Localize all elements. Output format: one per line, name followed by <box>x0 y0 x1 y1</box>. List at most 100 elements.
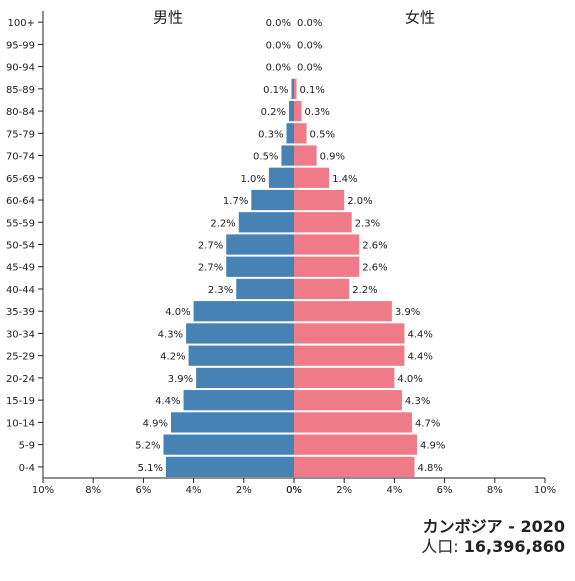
age-group-label: 55-59 <box>6 218 35 229</box>
female-value-label: 0.1% <box>300 85 325 96</box>
male-bar <box>186 323 294 344</box>
male-bar <box>291 78 294 99</box>
female-value-label: 4.4% <box>407 329 432 340</box>
female-bar <box>294 145 317 166</box>
male-bar <box>238 212 294 233</box>
age-group-label: 30-34 <box>6 329 35 340</box>
x-tick-label-female-side: 4% <box>386 485 402 496</box>
female-bar <box>294 412 412 433</box>
female-value-label: 4.0% <box>397 374 422 385</box>
male-bar <box>251 189 294 211</box>
female-value-label: 4.4% <box>407 352 432 363</box>
age-group-label: 90-94 <box>6 63 35 74</box>
male-bar <box>236 278 294 300</box>
male-value-label: 0.0% <box>266 40 291 51</box>
male-value-label: 0.2% <box>261 107 286 118</box>
male-value-label: 3.9% <box>168 374 193 385</box>
female-value-label: 0.9% <box>320 152 345 163</box>
male-value-label: 4.4% <box>155 396 180 407</box>
male-bar <box>183 390 294 411</box>
male-value-label: 2.7% <box>198 241 223 252</box>
female-bar <box>294 390 402 411</box>
x-tick-label-male-side: 6% <box>135 485 151 496</box>
male-value-label: 2.2% <box>210 218 235 229</box>
female-value-label: 0.0% <box>297 40 322 51</box>
male-value-label: 4.9% <box>143 418 168 429</box>
female-bar <box>294 256 360 277</box>
female-value-label: 2.0% <box>347 196 372 207</box>
female-value-label: 4.9% <box>420 441 445 452</box>
age-group-label: 95-99 <box>6 40 35 51</box>
age-group-label: 0-4 <box>19 463 35 474</box>
female-bar <box>294 123 307 144</box>
male-value-label: 5.1% <box>138 463 163 474</box>
x-tick-label-male-side: 4% <box>186 485 202 496</box>
female-bar <box>294 301 392 322</box>
female-bar <box>294 100 302 122</box>
female-bar <box>294 212 352 233</box>
male-bar <box>193 301 294 322</box>
age-group-label: 70-74 <box>6 152 35 163</box>
male-value-label: 0.0% <box>266 18 291 29</box>
age-group-label: 80-84 <box>6 107 35 118</box>
male-value-label: 0.5% <box>253 152 278 163</box>
male-value-label: 5.2% <box>135 441 160 452</box>
x-tick-label-female-side: 0% <box>286 485 302 496</box>
female-value-label: 2.6% <box>362 241 387 252</box>
x-tick-label-male-side: 0% <box>286 485 302 496</box>
male-bar <box>188 345 294 366</box>
male-bar <box>165 456 294 477</box>
female-value-label: 4.7% <box>415 418 440 429</box>
age-group-label: 50-54 <box>6 241 35 252</box>
x-tick-label-male-side: 8% <box>85 485 101 496</box>
female-value-label: 1.4% <box>332 174 357 185</box>
age-group-label: 100+ <box>8 18 35 29</box>
female-value-label: 2.3% <box>355 218 380 229</box>
female-bar <box>294 345 405 366</box>
male-value-label: 0.3% <box>258 129 283 140</box>
age-group-label: 5-9 <box>19 441 35 452</box>
female-value-label: 0.3% <box>305 107 330 118</box>
population-value: 16,396,860 <box>463 537 565 556</box>
female-value-label: 2.2% <box>352 285 377 296</box>
male-bar <box>288 100 294 122</box>
male-value-label: 0.1% <box>263 85 288 96</box>
age-group-label: 65-69 <box>6 174 35 185</box>
female-bar <box>294 278 350 300</box>
male-value-label: 4.3% <box>158 329 183 340</box>
male-value-label: 1.0% <box>240 174 265 185</box>
population-pyramid-chart: 5.1% 4.8% 0-4 5.2% 4.9% 5-9 4.9% 4.7% 10-14 4.4% 4… <box>6 9 556 497</box>
population-label: 人口: <box>421 537 459 556</box>
female-bar <box>294 234 360 255</box>
female-bar <box>294 189 345 211</box>
age-group-label: 25-29 <box>6 352 35 363</box>
x-tick-label-male-side: 2% <box>236 485 252 496</box>
x-tick-label-male-side: 10% <box>32 485 54 496</box>
male-value-label: 1.7% <box>223 196 248 207</box>
female-value-label: 2.6% <box>362 263 387 274</box>
country-name: カンボジア <box>422 517 503 536</box>
population-line: 人口: 16,396,860 <box>421 533 565 557</box>
female-value-label: 4.3% <box>405 396 430 407</box>
male-value-label: 2.3% <box>208 285 233 296</box>
female-bar <box>294 434 417 455</box>
age-group-label: 10-14 <box>6 418 35 429</box>
female-value-label: 0.0% <box>297 18 322 29</box>
x-tick-label-female-side: 6% <box>437 485 453 496</box>
female-bar <box>294 167 330 188</box>
age-group-label: 75-79 <box>6 129 35 140</box>
female-bar <box>294 367 395 389</box>
female-value-label: 0.0% <box>297 63 322 74</box>
female-value-label: 3.9% <box>395 307 420 318</box>
x-tick-label-female-side: 2% <box>336 485 352 496</box>
male-value-label: 4.0% <box>165 307 190 318</box>
male-bar <box>196 367 294 389</box>
age-group-label: 15-19 <box>6 396 35 407</box>
age-group-label: 20-24 <box>6 374 35 385</box>
male-series-label: 男性 <box>153 9 183 27</box>
male-bar <box>226 256 294 277</box>
male-value-label: 4.2% <box>160 352 185 363</box>
age-group-label: 35-39 <box>6 307 35 318</box>
male-bar <box>268 167 294 188</box>
female-bar <box>294 323 405 344</box>
